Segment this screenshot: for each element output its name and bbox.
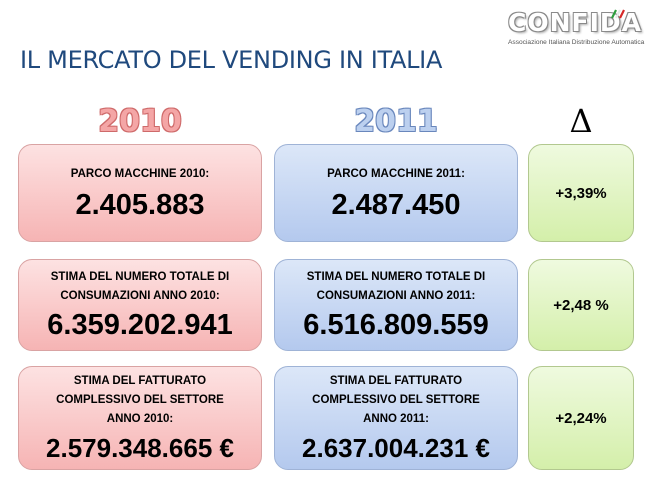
card-label: STIMA DEL FATTURATO COMPLESSIVO DEL SETT… bbox=[312, 374, 480, 425]
card-value: 2.637.004.231 € bbox=[302, 432, 490, 463]
logo-subtitle: Associazione Italiana Distribuzione Auto… bbox=[508, 39, 645, 46]
column-header-2010: 2010 bbox=[98, 104, 182, 139]
delta-value: +2,48 % bbox=[553, 296, 609, 314]
card-value: 6.359.202.941 bbox=[47, 309, 233, 341]
confida-logo: CONFIDA Associazione Italiana Distribuzi… bbox=[508, 8, 646, 50]
card-2010-consumazioni: STIMA DEL NUMERO TOTALE DI CONSUMAZIONI … bbox=[18, 259, 262, 351]
card-value: 6.516.809.559 bbox=[303, 309, 489, 341]
italian-flag-icon bbox=[611, 9, 625, 19]
column-header-delta: Δ bbox=[569, 102, 593, 140]
card-label: PARCO MACCHINE 2010: bbox=[70, 167, 210, 180]
card-delta-consumazioni: +2,48 % bbox=[528, 259, 634, 351]
card-label: STIMA DEL NUMERO TOTALE DI CONSUMAZIONI … bbox=[306, 271, 486, 302]
card-value: 2.405.883 bbox=[75, 188, 205, 221]
delta-value: +3,39% bbox=[555, 184, 607, 202]
card-label: PARCO MACCHINE 2011: bbox=[327, 167, 465, 180]
delta-value: +2,24% bbox=[555, 409, 607, 427]
card-value: 2.579.348.665 € bbox=[46, 432, 234, 463]
card-2011-fatturato: STIMA DEL FATTURATO COMPLESSIVO DEL SETT… bbox=[274, 366, 518, 470]
card-2011-parco-macchine: PARCO MACCHINE 2011: 2.487.450 bbox=[274, 144, 518, 242]
card-label: STIMA DEL NUMERO TOTALE DI CONSUMAZIONI … bbox=[50, 271, 230, 302]
card-2010-fatturato: STIMA DEL FATTURATO COMPLESSIVO DEL SETT… bbox=[18, 366, 262, 470]
column-header-2011: 2011 bbox=[354, 104, 438, 139]
card-delta-parco-macchine: +3,39% bbox=[528, 144, 634, 242]
card-value: 2.487.450 bbox=[331, 188, 461, 221]
page-title: IL MERCATO DEL VENDING IN ITALIA bbox=[20, 46, 443, 74]
card-2010-parco-macchine: PARCO MACCHINE 2010: 2.405.883 bbox=[18, 144, 262, 242]
card-2011-consumazioni: STIMA DEL NUMERO TOTALE DI CONSUMAZIONI … bbox=[274, 259, 518, 351]
card-delta-fatturato: +2,24% bbox=[528, 366, 634, 470]
card-label: STIMA DEL FATTURATO COMPLESSIVO DEL SETT… bbox=[56, 374, 224, 425]
